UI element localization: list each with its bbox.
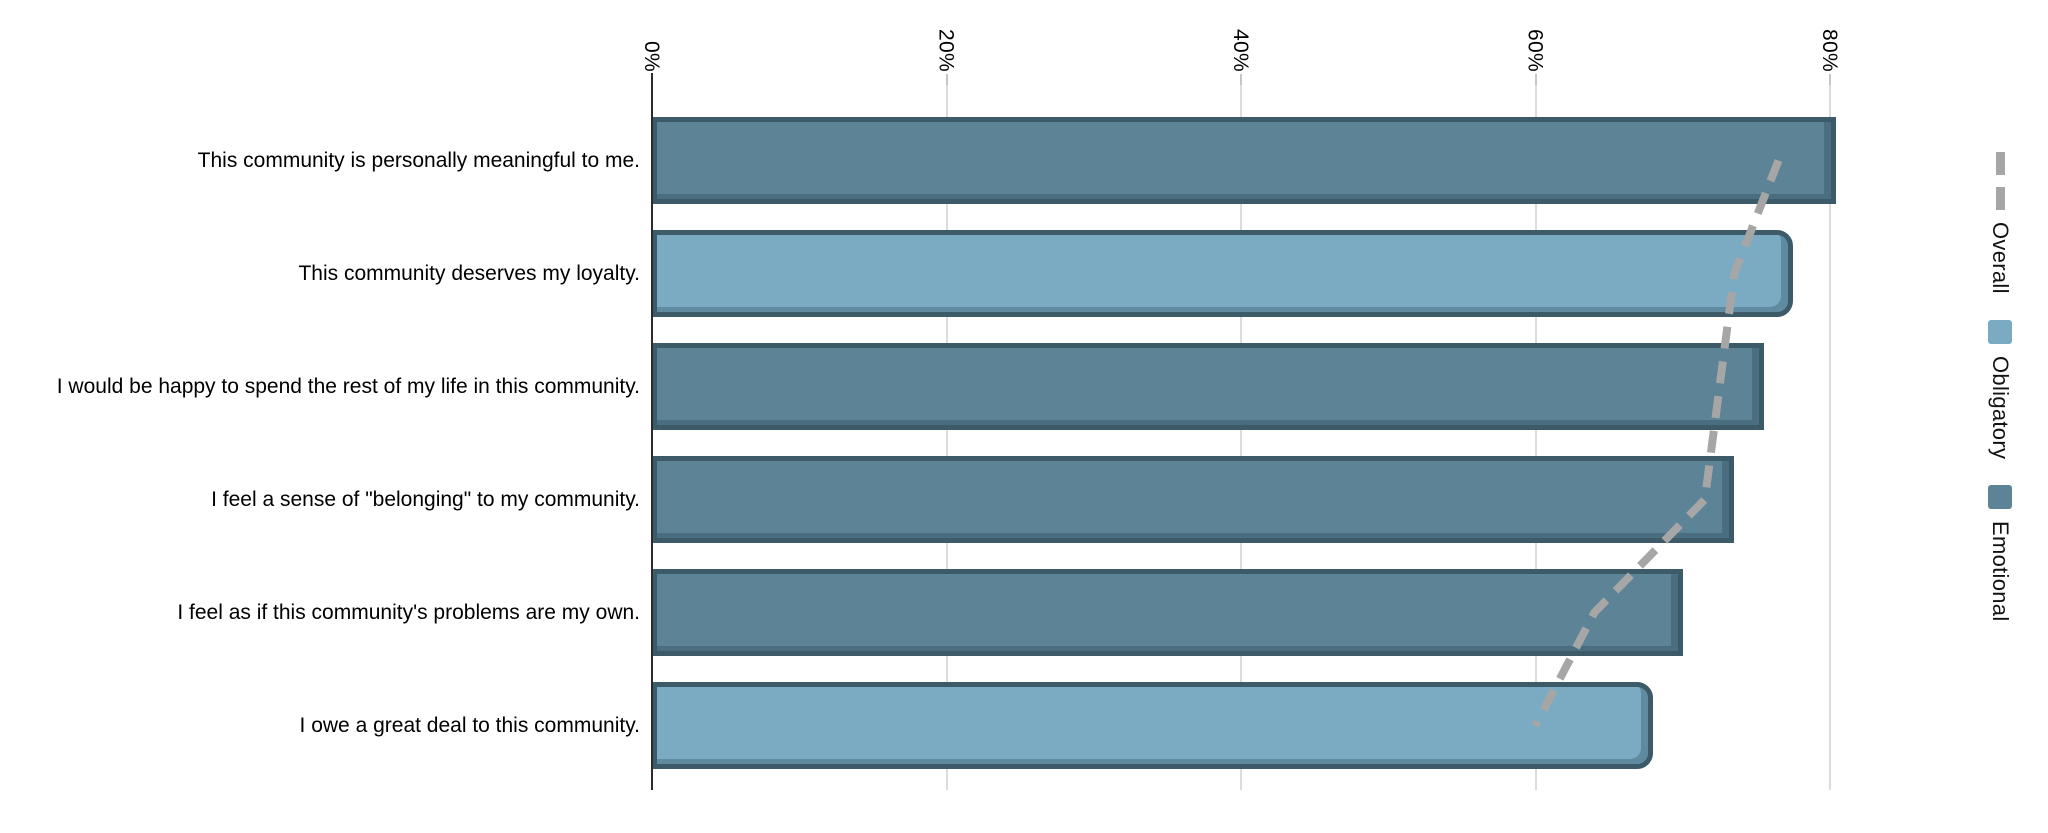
gridline bbox=[945, 74, 948, 790]
legend-label: Overall bbox=[1988, 222, 2013, 294]
legend-square-icon bbox=[1988, 485, 2012, 510]
x-axis-tick bbox=[945, 74, 948, 85]
category-label: I would be happy to spend the rest of my… bbox=[56, 374, 640, 398]
x-axis-tick-label: 20% bbox=[934, 29, 958, 72]
legend-item-overall[interactable]: Overall bbox=[1987, 152, 2013, 294]
x-axis-tick bbox=[1534, 74, 1537, 85]
bar-emotional[interactable] bbox=[652, 343, 1764, 430]
legend-label: Obligatory bbox=[1988, 355, 2013, 460]
bar-emotional[interactable] bbox=[652, 569, 1683, 656]
legend-label: Emotional bbox=[1988, 521, 2013, 622]
legend-square-icon bbox=[1988, 319, 2012, 344]
category-label: This community deserves my loyalty. bbox=[298, 261, 640, 285]
bar-emotional[interactable] bbox=[652, 117, 1836, 204]
bar-emotional[interactable] bbox=[652, 456, 1735, 543]
category-label: I feel a sense of "belonging" to my comm… bbox=[211, 487, 640, 511]
bar-obligatory[interactable] bbox=[652, 682, 1654, 769]
x-axis-tick-label: 0% bbox=[640, 41, 663, 72]
x-axis-tick bbox=[1829, 74, 1831, 85]
x-axis-tick-label: 80% bbox=[1818, 29, 1841, 72]
category-label: This community is personally meaningful … bbox=[197, 148, 640, 172]
legend-dashed-line-icon bbox=[1995, 152, 2005, 210]
plot-area bbox=[651, 73, 1836, 790]
x-axis-tick-label: 60% bbox=[1523, 29, 1547, 72]
legend-item-obligatory[interactable]: Obligatory bbox=[1987, 319, 2013, 460]
legend: Overall Obligatory Emotional bbox=[1976, 152, 2024, 622]
y-axis-line bbox=[651, 73, 653, 790]
gridline bbox=[1829, 74, 1831, 790]
category-label: I feel as if this community's problems a… bbox=[177, 600, 640, 624]
bar-obligatory[interactable] bbox=[652, 230, 1794, 317]
x-axis: 0% 20% 40% 60% 80% bbox=[0, 0, 2048, 72]
x-axis-tick-label: 40% bbox=[1229, 29, 1252, 72]
category-label: I owe a great deal to this community. bbox=[299, 713, 640, 737]
x-axis-tick bbox=[1240, 74, 1242, 85]
legend-item-emotional[interactable]: Emotional bbox=[1987, 485, 2013, 622]
gridline bbox=[1240, 74, 1242, 790]
